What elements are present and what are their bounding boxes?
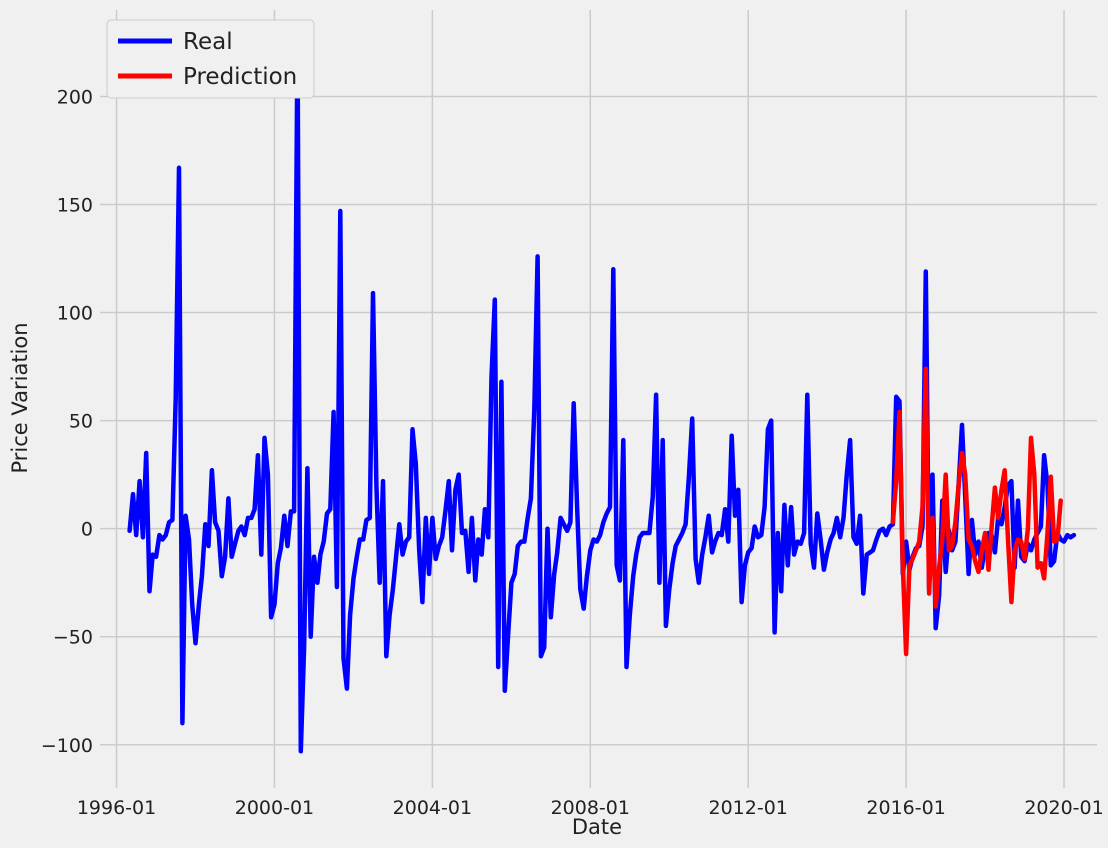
legend-label-prediction: Prediction bbox=[183, 64, 297, 90]
x-axis-ticks: 1996-01 2000-01 2004-01 2008-01 2012-01 2016-… bbox=[77, 797, 1104, 819]
series-line-prediction bbox=[890, 366, 1063, 657]
grid-lines bbox=[100, 10, 1097, 788]
y-tick-label: 150 bbox=[57, 195, 93, 217]
x-tick-label: 2012-01 bbox=[709, 797, 788, 819]
legend: Real Prediction bbox=[106, 19, 315, 99]
x-tick-label: 1996-01 bbox=[77, 797, 156, 819]
y-axis-ticks: −100 −50 0 50 100 150 200 bbox=[41, 86, 93, 756]
y-tick-label: 100 bbox=[57, 303, 93, 325]
y-axis-label: Price Variation bbox=[8, 322, 32, 473]
x-axis-label: Date bbox=[572, 815, 622, 839]
y-tick-label: −50 bbox=[53, 627, 93, 649]
y-tick-label: 0 bbox=[81, 519, 93, 541]
legend-label-real: Real bbox=[183, 29, 233, 55]
series-layer bbox=[127, 31, 1077, 754]
x-tick-label: 2008-01 bbox=[551, 797, 630, 819]
y-tick-label: 200 bbox=[57, 86, 93, 108]
x-tick-label: 2004-01 bbox=[393, 797, 472, 819]
y-tick-label: 50 bbox=[69, 411, 93, 433]
x-tick-label: 2016-01 bbox=[866, 797, 945, 819]
y-tick-label: −100 bbox=[41, 735, 93, 757]
x-tick-label: 2000-01 bbox=[235, 797, 314, 819]
x-tick-label: 2020-01 bbox=[1024, 797, 1103, 819]
